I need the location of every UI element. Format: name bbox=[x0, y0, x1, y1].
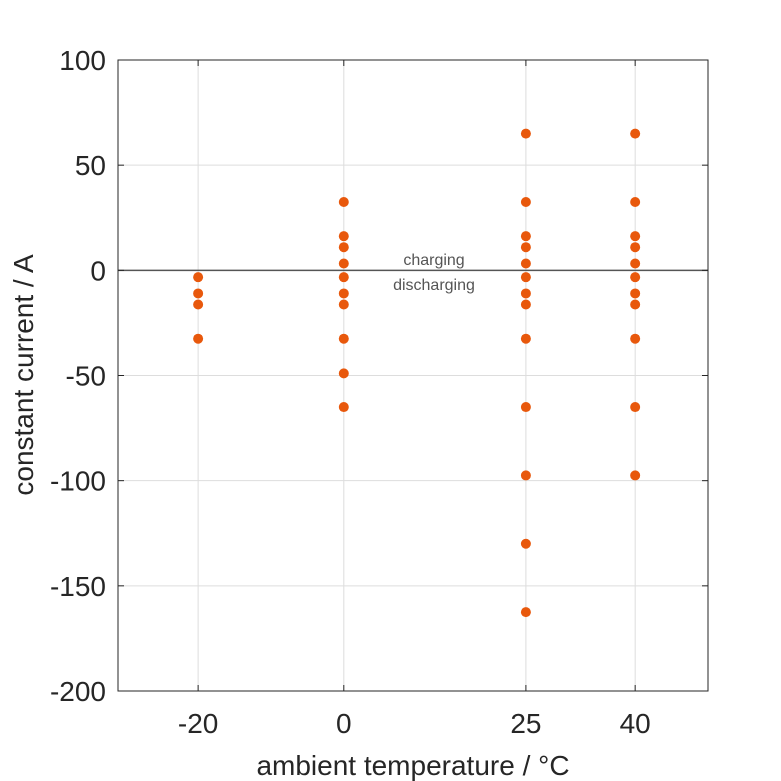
data-point bbox=[630, 402, 641, 413]
y-tick-label: 50 bbox=[75, 150, 106, 181]
y-axis-title: constant current / A bbox=[8, 254, 39, 496]
y-tick-label: -100 bbox=[50, 466, 106, 497]
y-tick-label: 0 bbox=[90, 255, 106, 286]
data-point bbox=[520, 258, 531, 269]
discharging-label: discharging bbox=[393, 277, 475, 294]
data-point bbox=[193, 272, 204, 283]
data-point bbox=[520, 231, 531, 242]
data-point bbox=[338, 196, 349, 207]
data-point bbox=[520, 299, 531, 310]
data-point bbox=[630, 333, 641, 344]
data-point bbox=[338, 368, 349, 379]
data-point bbox=[338, 288, 349, 299]
data-point bbox=[338, 258, 349, 269]
data-point bbox=[520, 538, 531, 549]
x-tick-label: 40 bbox=[620, 708, 651, 739]
data-point bbox=[193, 299, 204, 310]
x-axis-title: ambient temperature / °C bbox=[256, 750, 569, 781]
y-axis-ticks: 100 50 0 -50 -100 -150 -200 bbox=[50, 45, 708, 707]
data-point bbox=[520, 333, 531, 344]
data-point bbox=[338, 299, 349, 310]
data-point bbox=[520, 402, 531, 413]
y-tick-label: -150 bbox=[50, 571, 106, 602]
data-point bbox=[520, 196, 531, 207]
y-tick-label: 100 bbox=[59, 45, 106, 76]
data-point bbox=[338, 242, 349, 253]
data-point bbox=[338, 333, 349, 344]
data-points bbox=[193, 128, 641, 618]
data-point bbox=[520, 272, 531, 283]
data-point bbox=[630, 272, 641, 283]
data-point bbox=[630, 128, 641, 139]
data-point bbox=[193, 333, 204, 344]
x-tick-label: -20 bbox=[178, 708, 218, 739]
data-point bbox=[520, 288, 531, 299]
data-point bbox=[630, 242, 641, 253]
data-point bbox=[520, 607, 531, 618]
data-point bbox=[338, 402, 349, 413]
data-point bbox=[193, 288, 204, 299]
data-point bbox=[630, 231, 641, 242]
data-point bbox=[630, 288, 641, 299]
data-point bbox=[630, 299, 641, 310]
data-point bbox=[630, 196, 641, 207]
data-point bbox=[520, 470, 531, 481]
x-axis-ticks: -20 0 25 40 bbox=[178, 60, 651, 739]
data-point bbox=[338, 272, 349, 283]
x-tick-label: 25 bbox=[510, 708, 541, 739]
y-tick-label: -200 bbox=[50, 676, 106, 707]
data-point bbox=[520, 242, 531, 253]
x-tick-label: 0 bbox=[336, 708, 352, 739]
data-point bbox=[630, 470, 641, 481]
y-tick-label: -50 bbox=[66, 361, 106, 392]
data-point bbox=[338, 231, 349, 242]
charging-label: charging bbox=[403, 252, 464, 269]
data-point bbox=[520, 128, 531, 139]
data-point bbox=[630, 258, 641, 269]
